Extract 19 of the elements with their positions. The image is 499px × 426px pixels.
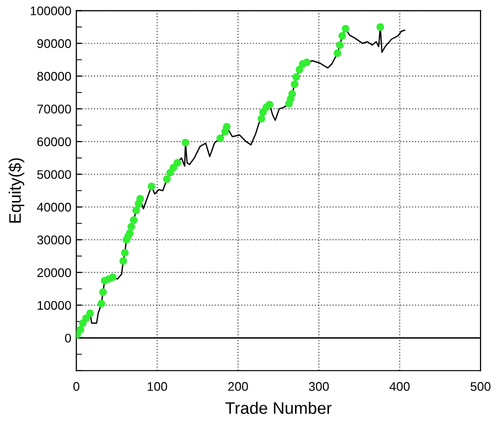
x-tick-label: 0	[73, 382, 80, 391]
y-tick-label: 20000	[37, 268, 71, 278]
y-tick-label: 90000	[37, 39, 71, 48]
y-tick-label: 40000	[37, 202, 71, 212]
x-tick-label: 200	[228, 382, 248, 391]
x-tick-label: 100	[148, 382, 168, 391]
y-tick-label: 0	[65, 334, 71, 343]
x-axis-title: Trade Number	[225, 402, 332, 414]
y-tick-label: 50000	[37, 170, 71, 179]
y-tick-label: 60000	[37, 137, 71, 146]
y-tick-label: 80000	[37, 72, 71, 81]
y-tick-label: 70000	[37, 104, 71, 114]
y-axis-title: Equity($)	[8, 158, 24, 223]
x-tick-label: 400	[390, 382, 410, 391]
y-tick-label: 100000	[30, 6, 71, 16]
y-tick-label: 30000	[37, 236, 71, 244]
y-tick-label: 10000	[38, 300, 71, 310]
x-tick-label: 500	[470, 382, 490, 391]
x-tick-label: 300	[308, 382, 329, 391]
